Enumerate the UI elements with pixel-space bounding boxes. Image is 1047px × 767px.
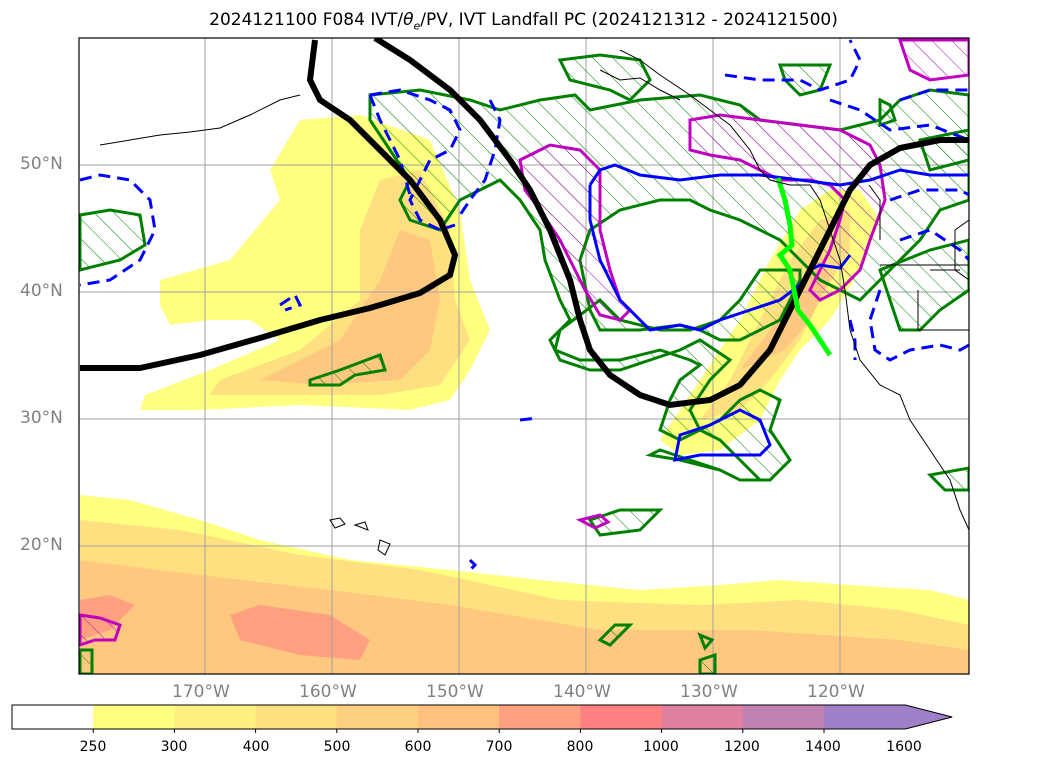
colorbar-segment xyxy=(12,705,94,729)
colorbar-tick-1600: 1600 xyxy=(886,739,922,755)
jet-axis-contour xyxy=(80,38,969,409)
colorbar-tick-700: 700 xyxy=(485,739,513,755)
colorbar-segment xyxy=(661,705,744,729)
lon-label-150: 150°W xyxy=(426,682,484,702)
theta-e-solid xyxy=(588,163,969,462)
colorbar-segment xyxy=(824,705,906,729)
colorbar-tick-300: 300 xyxy=(160,739,188,755)
lat-label-30: 30°N xyxy=(20,408,63,428)
lon-label-130: 130°W xyxy=(680,682,738,702)
colorbar-tick-400: 400 xyxy=(242,739,270,755)
colorbar-segment xyxy=(93,705,175,729)
coastlines xyxy=(99,49,969,556)
colorbar-tick-800: 800 xyxy=(566,739,594,755)
colorbar-segment xyxy=(418,705,500,729)
colorbar xyxy=(11,704,953,733)
lon-label-120: 120°W xyxy=(807,682,865,702)
lon-label-160: 160°W xyxy=(299,682,357,702)
colorbar-tick-1400: 1400 xyxy=(805,739,841,755)
lat-label-20: 20°N xyxy=(20,535,63,555)
pv-hatched-regions xyxy=(79,53,969,674)
theta-e-dashed xyxy=(79,39,969,572)
colorbar-segment xyxy=(174,705,257,729)
colorbar-extend-arrow xyxy=(905,705,953,729)
colorbar-tick-600: 600 xyxy=(404,739,432,755)
lon-label-170: 170°W xyxy=(172,682,230,702)
lat-label-40: 40°N xyxy=(20,281,63,301)
lon-label-140: 140°W xyxy=(553,682,611,702)
colorbar-segment xyxy=(255,705,338,729)
colorbar-tick-250: 250 xyxy=(79,739,107,755)
colorbar-outline xyxy=(11,704,953,730)
colorbar-tick-1000: 1000 xyxy=(643,739,679,755)
colorbar-tick-1200: 1200 xyxy=(724,739,760,755)
map-layers xyxy=(79,38,969,674)
colorbar-segment xyxy=(742,705,825,729)
colorbar-segment xyxy=(499,705,581,729)
map-title: 2024121100 F084 IVT/θe/PV, IVT Landfall … xyxy=(209,10,838,33)
map-frame xyxy=(78,37,970,675)
colorbar-segment xyxy=(336,705,419,729)
landfall-line xyxy=(775,177,833,357)
colorbar-segment xyxy=(580,705,663,729)
colorbar-tick-500: 500 xyxy=(323,739,351,755)
lat-label-50: 50°N xyxy=(20,154,63,174)
